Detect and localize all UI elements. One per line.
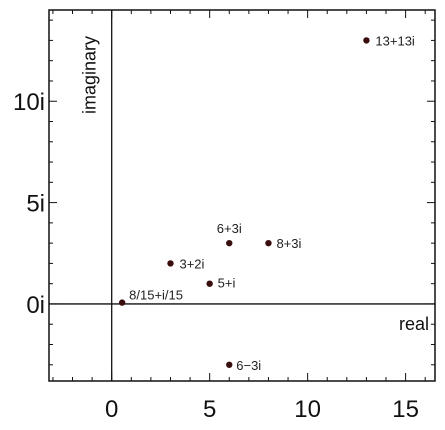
data-point-label: 6−3i bbox=[236, 358, 261, 373]
x-tick-label: 15 bbox=[392, 396, 419, 423]
points-layer: 13+13i 6+3i 8+3i 3+2i 5+i 8/15+i/15 6−3i bbox=[118, 33, 415, 373]
data-point-label: 13+13i bbox=[375, 33, 415, 48]
data-point bbox=[226, 239, 233, 247]
data-point bbox=[206, 280, 213, 287]
x-tick-label: 5 bbox=[203, 396, 216, 423]
data-point-label: 8/15+i/15 bbox=[129, 288, 183, 303]
data-point bbox=[118, 299, 126, 306]
data-point-label: 8+3i bbox=[276, 236, 301, 251]
data-point-label: 3+2i bbox=[179, 256, 204, 271]
y-tick-label: 0i bbox=[26, 292, 45, 319]
data-point bbox=[226, 361, 233, 368]
data-point-label: 5+i bbox=[218, 276, 236, 291]
tick-labels-layer: 0 5 10 15 0i 5i 10i bbox=[13, 89, 419, 423]
y-tick-label: 10i bbox=[13, 89, 45, 116]
data-point bbox=[265, 239, 272, 247]
ticks-layer bbox=[49, 10, 435, 381]
x-tick-label: 0 bbox=[105, 396, 118, 423]
data-point bbox=[363, 37, 370, 44]
data-point-label: 6+3i bbox=[217, 221, 242, 236]
x-tick-label: 10 bbox=[294, 396, 321, 423]
x-axis-label: real bbox=[399, 314, 429, 334]
data-point bbox=[167, 260, 174, 267]
y-tick-label: 5i bbox=[26, 191, 45, 218]
y-axis-label: imaginary bbox=[80, 36, 100, 114]
plot-frame bbox=[48, 9, 436, 382]
